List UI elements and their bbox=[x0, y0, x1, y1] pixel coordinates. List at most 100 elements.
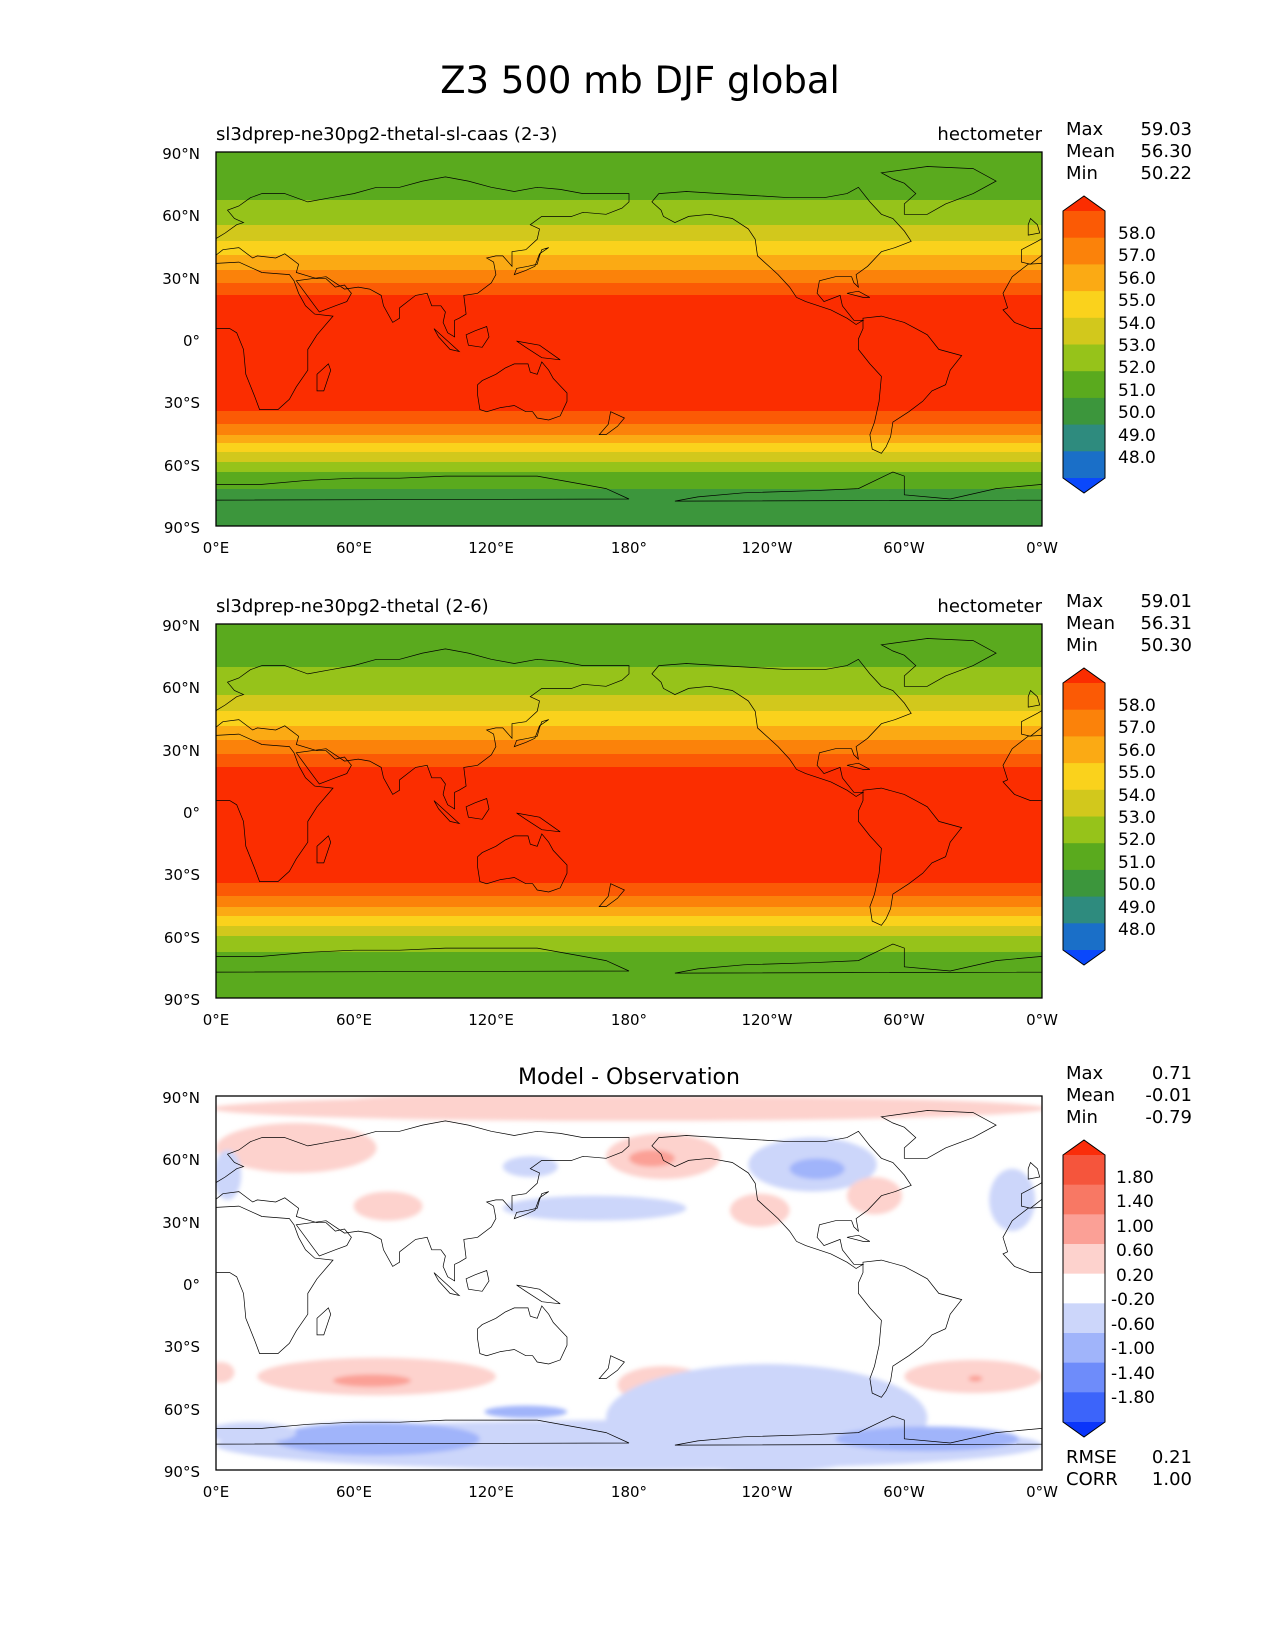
coastline bbox=[858, 787, 963, 926]
panel-2-colorbar-tick: 58.0 bbox=[1118, 696, 1156, 716]
colorbar-segment bbox=[1063, 1333, 1105, 1364]
panel-3-lat-tick: 60°S bbox=[164, 1401, 200, 1419]
field-band bbox=[216, 256, 1042, 258]
field-band bbox=[216, 956, 1042, 958]
colorbar-extend-max bbox=[1063, 196, 1105, 211]
field-band bbox=[216, 331, 1042, 333]
panel-3-map bbox=[216, 1096, 1042, 1470]
panel-1-stat-max-value: 59.03 bbox=[1140, 119, 1192, 140]
anomaly-contour bbox=[216, 1422, 297, 1443]
field-band bbox=[216, 455, 1042, 457]
field-band bbox=[216, 250, 1042, 252]
field-band bbox=[216, 393, 1042, 395]
field-band bbox=[216, 801, 1042, 803]
coastline bbox=[651, 658, 912, 797]
field-band bbox=[216, 189, 1042, 191]
colorbar-segment bbox=[1063, 424, 1105, 452]
field-band bbox=[216, 724, 1042, 726]
field-band bbox=[216, 784, 1042, 786]
field-band bbox=[216, 791, 1042, 793]
field-band bbox=[216, 289, 1042, 291]
field-band bbox=[216, 381, 1042, 383]
field-band bbox=[216, 375, 1042, 377]
panel-2-colorbar-tick: 54.0 bbox=[1118, 786, 1156, 806]
figure-title: Z3 500 mb DJF global bbox=[440, 59, 840, 102]
field-band bbox=[216, 788, 1042, 790]
field-band bbox=[216, 235, 1042, 237]
field-band bbox=[216, 696, 1042, 698]
field-band bbox=[216, 410, 1042, 412]
panel-1-coastlines bbox=[216, 166, 1042, 526]
panel-1-lon-tick: 60°E bbox=[336, 539, 372, 557]
panel-3-stat-mean-label: Mean bbox=[1066, 1085, 1115, 1106]
field-band bbox=[216, 485, 1042, 487]
field-band bbox=[216, 335, 1042, 337]
field-band bbox=[216, 833, 1042, 835]
field-band bbox=[216, 896, 1042, 898]
field-band bbox=[216, 688, 1042, 690]
panel-2-lat-tick: 0° bbox=[183, 804, 200, 822]
field-band bbox=[216, 158, 1042, 160]
panel-2-lon-tick: 0°W bbox=[1026, 1011, 1058, 1029]
field-band bbox=[216, 651, 1042, 653]
panel-2-stat-max-value: 59.01 bbox=[1140, 591, 1192, 612]
colorbar-segment bbox=[1063, 1184, 1105, 1215]
coastline bbox=[880, 638, 997, 687]
panel-3-lat-tick: 90°N bbox=[162, 1089, 200, 1107]
coastline bbox=[465, 326, 490, 348]
field-band bbox=[216, 899, 1042, 901]
field-band bbox=[216, 732, 1042, 734]
field-band bbox=[216, 810, 1042, 812]
field-band bbox=[216, 308, 1042, 310]
field-band bbox=[216, 440, 1042, 442]
field-band bbox=[216, 860, 1042, 862]
field-band bbox=[216, 982, 1042, 984]
panel-3-title: Model - Observation bbox=[518, 1065, 740, 1090]
field-band bbox=[216, 796, 1042, 798]
panel-3-corr-value: 1.00 bbox=[1152, 1469, 1192, 1490]
field-band bbox=[216, 496, 1042, 498]
field-band bbox=[216, 224, 1042, 226]
coastline bbox=[465, 1270, 490, 1292]
field-band bbox=[216, 154, 1042, 156]
field-band bbox=[216, 328, 1042, 330]
field-band bbox=[216, 152, 1042, 154]
field-band bbox=[216, 819, 1042, 821]
field-band bbox=[216, 321, 1042, 323]
panel-3-stats: Max 0.71 Mean -0.01 Min -0.79 bbox=[1066, 1063, 1192, 1128]
field-band bbox=[216, 969, 1042, 971]
colorbar-extend-min bbox=[1063, 950, 1105, 965]
field-band bbox=[216, 730, 1042, 732]
panel-1-lat-tick: 90°S bbox=[164, 519, 200, 537]
field-band bbox=[216, 955, 1042, 957]
colorbar-segment bbox=[1063, 789, 1105, 817]
field-band bbox=[216, 792, 1042, 794]
field-band bbox=[216, 298, 1042, 300]
field-band bbox=[216, 206, 1042, 208]
field-band bbox=[216, 927, 1042, 929]
field-band bbox=[216, 376, 1042, 378]
field-band bbox=[216, 484, 1042, 486]
field-band bbox=[216, 191, 1042, 193]
field-band bbox=[216, 478, 1042, 480]
panel-3-frame bbox=[215, 1095, 1043, 1471]
field-band bbox=[216, 815, 1042, 817]
field-band bbox=[216, 989, 1042, 991]
field-band bbox=[216, 738, 1042, 740]
field-band bbox=[216, 443, 1042, 445]
panel-2-stat-min-value: 50.30 bbox=[1140, 635, 1192, 656]
field-band bbox=[216, 674, 1042, 676]
panel-3-colorbar-tick: 1.00 bbox=[1116, 1217, 1154, 1237]
field-band bbox=[216, 627, 1042, 629]
field-band bbox=[216, 234, 1042, 236]
field-band bbox=[216, 294, 1042, 296]
field-band bbox=[216, 285, 1042, 287]
panel-3-lon-tick: 0°W bbox=[1026, 1483, 1058, 1501]
field-band bbox=[216, 714, 1042, 716]
panel-1-stat-mean-value: 56.30 bbox=[1140, 141, 1192, 162]
field-band bbox=[216, 830, 1042, 832]
field-band bbox=[216, 286, 1042, 288]
field-band bbox=[216, 176, 1042, 178]
coastline bbox=[433, 1272, 461, 1297]
field-band bbox=[216, 675, 1042, 677]
